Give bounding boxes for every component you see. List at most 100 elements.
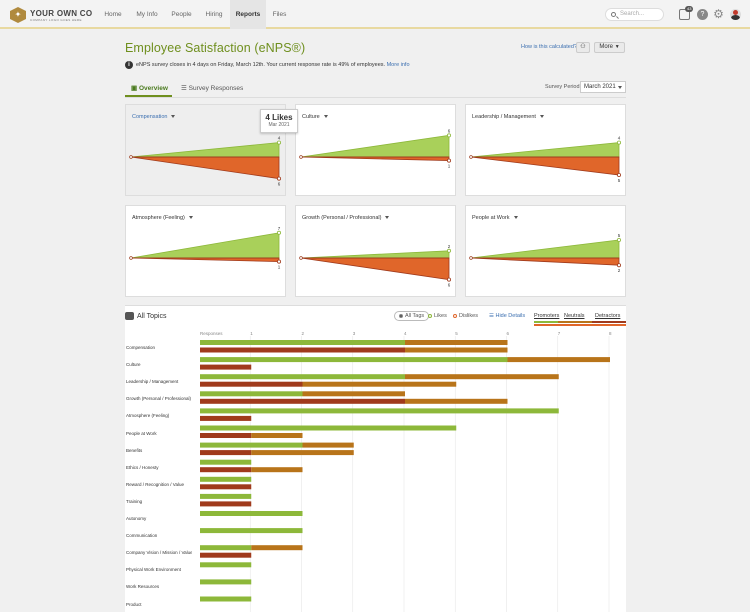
topic-row-label[interactable]: Autonomy xyxy=(126,516,147,521)
dislikes-area xyxy=(470,257,620,266)
topic-card[interactable]: Compensation 4 6 xyxy=(125,104,286,196)
chevron-down-icon xyxy=(618,86,622,89)
topic-row-label[interactable]: Leadership / Management xyxy=(126,379,179,385)
trend-chart: 45 xyxy=(469,136,621,183)
likes-promoter-bar[interactable] xyxy=(200,340,405,345)
inbox-icon[interactable] xyxy=(679,9,690,20)
topic-card-title[interactable]: People at Work xyxy=(472,215,518,221)
search-input[interactable]: Search... xyxy=(605,8,664,21)
topic-row-label[interactable]: Reward / Recognition / Value xyxy=(126,481,184,487)
likes-neutral-bar[interactable] xyxy=(405,374,559,380)
dislikes-neutral-bar[interactable] xyxy=(405,347,508,353)
dislikes-detractor-bar[interactable] xyxy=(200,364,252,370)
dislikes-detractor-bar[interactable] xyxy=(200,501,252,507)
likes-promoter-bar[interactable] xyxy=(200,374,405,380)
likes-neutral-bar[interactable] xyxy=(302,391,406,397)
company-logo[interactable]: ✦ YOUR OWN CO COMPANY LOGO GOES HERE xyxy=(10,7,92,23)
inbox-count-badge: 43 xyxy=(685,6,694,12)
dislikes-detractor-bar[interactable] xyxy=(200,381,303,387)
likes-promoter-bar[interactable] xyxy=(200,528,303,534)
dislikes-neutral-bar[interactable] xyxy=(251,450,354,456)
legend-promoters[interactable]: Promoters xyxy=(534,313,560,319)
hide-details-button[interactable]: ☰ Hide Details xyxy=(489,313,525,319)
nav-item-hiring[interactable]: Hiring xyxy=(205,11,223,18)
hide-details-label: Hide Details xyxy=(495,313,526,319)
nav-item-home[interactable]: Home xyxy=(104,11,122,18)
topic-row-label[interactable]: People at Work xyxy=(126,430,157,436)
filter-dislikes[interactable]: Dislikes xyxy=(453,313,478,319)
dislikes-detractor-bar[interactable] xyxy=(200,484,252,490)
likes-promoter-bar[interactable] xyxy=(200,442,303,448)
likes-neutral-bar[interactable] xyxy=(405,340,508,345)
topic-row-label[interactable]: Training xyxy=(126,498,143,504)
likes-promoter-bar[interactable] xyxy=(200,476,252,482)
likes-promoter-bar[interactable] xyxy=(200,357,508,363)
topic-card[interactable]: Growth (Personal / Professional) 2 6 xyxy=(295,205,456,297)
how-calculated-link[interactable]: How is this calculated? xyxy=(521,44,577,50)
likes-neutral-bar[interactable] xyxy=(507,357,611,363)
topic-card-title[interactable]: Compensation xyxy=(132,114,176,120)
tab-overview[interactable]: ▣ Overview xyxy=(131,84,168,92)
filter-likes[interactable]: Likes xyxy=(428,313,447,319)
likes-promoter-bar[interactable] xyxy=(200,579,252,585)
survey-period-select[interactable]: March 2021 xyxy=(580,81,626,93)
topic-card[interactable]: Atmosphere (Feeling) 7 1 xyxy=(125,205,286,297)
topic-row-label[interactable]: Growth (Personal / Professional) xyxy=(126,396,192,402)
dislikes-detractor-bar[interactable] xyxy=(200,552,252,558)
topic-row-label[interactable]: Compensation xyxy=(126,345,156,350)
topic-card[interactable]: Leadership / Management 4 5 xyxy=(465,104,626,196)
more-info-link[interactable]: More info xyxy=(386,62,410,68)
legend-neutrals[interactable]: Neutrals xyxy=(564,313,585,319)
likes-promoter-bar[interactable] xyxy=(200,562,252,568)
dislikes-detractor-bar[interactable] xyxy=(200,450,252,456)
nav-item-files[interactable]: Files xyxy=(272,11,287,18)
likes-promoter-bar[interactable] xyxy=(200,511,303,516)
dislikes-neutral-bar[interactable] xyxy=(251,433,303,438)
dislikes-detractor-bar[interactable] xyxy=(200,433,252,438)
likes-promoter-bar[interactable] xyxy=(200,391,303,397)
nav-item-people[interactable]: People xyxy=(171,11,192,18)
topic-row-label[interactable]: Company Vision / Mission / Values xyxy=(126,550,192,556)
likes-promoter-bar[interactable] xyxy=(200,493,252,499)
topic-row-label[interactable]: Benefits xyxy=(126,447,143,453)
dislikes-detractor-bar[interactable] xyxy=(200,415,252,421)
likes-promoter-bar[interactable] xyxy=(200,596,252,602)
dislikes-neutral-bar[interactable] xyxy=(302,381,457,387)
topic-card[interactable]: Culture 6 1 xyxy=(295,104,456,196)
more-button[interactable]: More ▼ xyxy=(594,42,625,53)
dislikes-detractor-bar[interactable] xyxy=(200,398,405,404)
topic-card-title[interactable]: Culture xyxy=(302,114,328,120)
nav-item-my-info[interactable]: My Info xyxy=(136,11,158,18)
dislikes-neutral-bar[interactable] xyxy=(405,398,508,404)
filter-all-tags[interactable]: All Tags xyxy=(394,311,430,321)
likes-promoter-bar[interactable] xyxy=(200,425,457,431)
dislikes-detractor-bar[interactable] xyxy=(200,347,405,353)
likes-neutral-bar[interactable] xyxy=(302,442,354,448)
page-title: Employee Satisfaction (eNPS®) xyxy=(125,41,306,55)
gear-icon[interactable]: ⚙ xyxy=(713,7,724,21)
likes-promoter-bar[interactable] xyxy=(200,408,559,414)
topic-card-title[interactable]: Growth (Personal / Professional) xyxy=(302,215,390,221)
likes-promoter-bar[interactable] xyxy=(200,545,252,551)
help-icon[interactable]: ? xyxy=(697,9,708,20)
dislikes-neutral-bar[interactable] xyxy=(251,467,303,473)
topic-card-title[interactable]: Atmosphere (Feeling) xyxy=(132,215,193,221)
topic-row-label[interactable]: Physical Work Environment xyxy=(126,567,181,573)
topic-row-label[interactable]: Communication xyxy=(126,533,158,539)
topic-card-title[interactable]: Leadership / Management xyxy=(472,114,544,120)
likes-neutral-bar[interactable] xyxy=(251,545,303,551)
avatar[interactable] xyxy=(730,9,741,20)
dislikes-detractor-bar[interactable] xyxy=(200,467,252,473)
legend-detractors[interactable]: Detractors xyxy=(595,313,621,319)
nav-item-reports[interactable]: Reports xyxy=(230,0,266,29)
add-user-button[interactable]: ⚇ xyxy=(576,42,590,53)
topic-row-label[interactable]: Product xyxy=(126,601,142,607)
likes-promoter-bar[interactable] xyxy=(200,459,252,465)
topic-row-label[interactable]: Work Resources xyxy=(126,584,160,590)
tab-survey-responses[interactable]: ☰ Survey Responses xyxy=(181,84,243,92)
topic-card[interactable]: People at Work 5 2 xyxy=(465,205,626,297)
chevron-down-icon: ▼ xyxy=(614,44,620,50)
topic-row-label[interactable]: Culture xyxy=(126,362,141,368)
topic-row-label[interactable]: Ethics / Honesty xyxy=(126,464,159,470)
topic-row-label[interactable]: Atmosphere (Feeling) xyxy=(126,413,170,419)
